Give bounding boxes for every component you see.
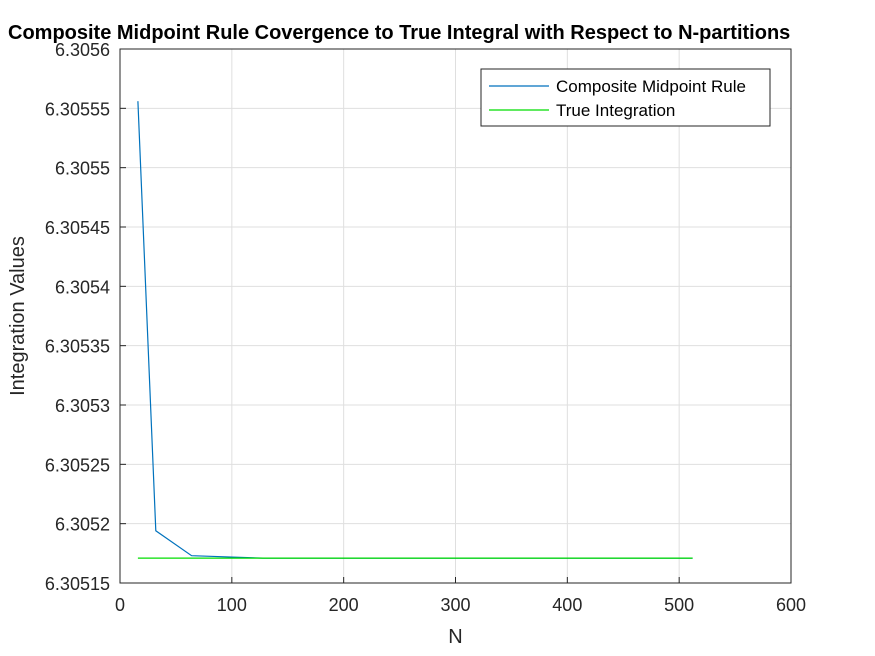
- y-tick-label: 6.3052: [55, 515, 110, 535]
- y-tick-label: 6.30515: [45, 574, 110, 594]
- y-tick-label: 6.30555: [45, 99, 110, 119]
- y-tick-label: 6.30545: [45, 218, 110, 238]
- chart-title: Composite Midpoint Rule Covergence to Tr…: [8, 22, 790, 44]
- x-tick-label: 100: [217, 595, 247, 615]
- grid: [120, 49, 791, 583]
- x-tick-label: 600: [776, 595, 806, 615]
- series-layer: [137, 101, 693, 559]
- y-tick-label: 6.3053: [55, 396, 110, 416]
- x-tick-label: 0: [115, 595, 125, 615]
- legend: Composite Midpoint Rule True Integration: [480, 68, 771, 127]
- x-tick-label: 400: [552, 595, 582, 615]
- y-axis-label: Integration Values: [7, 236, 29, 396]
- x-tick-label: 500: [664, 595, 694, 615]
- x-axis-label: N: [448, 626, 462, 648]
- y-tick-label: 6.3056: [55, 40, 110, 60]
- x-tick-label: 200: [329, 595, 359, 615]
- ticks: 0 100 200 300 400 500 600 6.30515 6.3052 6.30525 6…: [45, 40, 806, 615]
- legend-entry-label: Composite Midpoint Rule: [556, 77, 746, 96]
- y-tick-label: 6.30525: [45, 455, 110, 475]
- legend-entry-label: True Integration: [556, 101, 675, 120]
- x-tick-label: 300: [440, 595, 470, 615]
- y-tick-label: 6.3054: [55, 277, 110, 297]
- legend-box: [480, 68, 771, 127]
- y-tick-label: 6.30535: [45, 337, 110, 357]
- y-tick-label: 6.3055: [55, 159, 110, 179]
